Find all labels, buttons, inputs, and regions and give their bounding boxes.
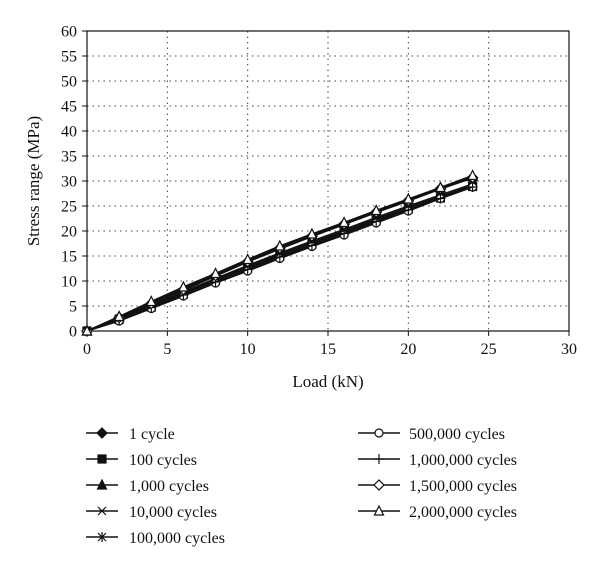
- y-tick-label: 60: [61, 24, 77, 41]
- data-point: [402, 192, 414, 204]
- data-point: [370, 204, 382, 216]
- y-tick-label: 0: [69, 324, 77, 341]
- y-axis-title: Stress range (MPa): [24, 116, 43, 246]
- x-tick-label: 15: [320, 341, 336, 358]
- series-9: [81, 169, 479, 336]
- x-tick-label: 20: [400, 341, 416, 358]
- y-tick-label: 40: [61, 124, 77, 141]
- data-point: [339, 228, 350, 239]
- data-point: [145, 295, 157, 307]
- grid-lines: [87, 31, 569, 331]
- data-point: [371, 216, 382, 227]
- legend-label: 1,000,000 cycles: [409, 452, 517, 469]
- data-point: [274, 239, 286, 251]
- x-tick-label: 30: [561, 341, 577, 358]
- data-point: [403, 205, 414, 215]
- legend-label: 2,000,000 cycles: [409, 504, 517, 521]
- y-tick-label: 25: [61, 199, 77, 216]
- x-tick-label: 0: [83, 341, 91, 358]
- legend-label: 100 cycles: [129, 452, 197, 469]
- legend-marker: [373, 479, 385, 491]
- legend-item: 1,500,000 cycles: [358, 478, 517, 495]
- y-tick-label: 5: [69, 299, 77, 316]
- legend-item: 1,000,000 cycles: [358, 452, 517, 469]
- x-axis-title: Load (kN): [292, 372, 363, 391]
- legend-marker: [374, 428, 384, 438]
- y-tick-label: 20: [61, 224, 77, 241]
- data-point: [306, 227, 318, 239]
- legend-item: 500,000 cycles: [358, 426, 505, 443]
- x-tick-label: 10: [240, 341, 256, 358]
- legend-marker: [373, 504, 385, 516]
- data-point: [306, 240, 317, 251]
- x-tick-label: 5: [163, 341, 171, 358]
- axis-ticks: 0 5 10 15 20 25 30 0 5 10 15 20 25 30 35 40 45 50 55 60: [61, 24, 577, 359]
- legend-marker: [97, 454, 107, 464]
- legend-label: 1,500,000 cycles: [409, 478, 517, 495]
- legend-label: 100,000 cycles: [129, 530, 225, 547]
- data-point: [210, 267, 222, 279]
- y-tick-label: 15: [61, 249, 77, 266]
- legend-marker: [97, 532, 107, 542]
- data-point: [338, 216, 350, 228]
- data-point: [177, 280, 189, 292]
- legend: 1 cycle 100 cycles 1,000 cycles 10,000 cycl…: [86, 426, 517, 547]
- y-tick-label: 35: [61, 149, 77, 166]
- y-tick-label: 55: [61, 49, 77, 66]
- series-lines: [81, 169, 479, 337]
- legend-marker: [96, 478, 108, 490]
- legend-marker: [374, 454, 384, 464]
- legend-item: 100 cycles: [86, 452, 197, 469]
- legend-item: 10,000 cycles: [86, 504, 217, 521]
- legend-label: 500,000 cycles: [409, 426, 505, 443]
- legend-label: 1 cycle: [129, 426, 175, 443]
- legend-item: 1,000 cycles: [86, 478, 209, 495]
- y-tick-label: 30: [61, 174, 77, 191]
- legend-label: 10,000 cycles: [129, 504, 217, 521]
- legend-item: 2,000,000 cycles: [358, 504, 517, 521]
- data-point: [467, 169, 479, 181]
- y-tick-label: 45: [61, 99, 77, 116]
- data-point: [435, 193, 446, 204]
- data-point: [242, 253, 254, 265]
- data-point: [434, 181, 446, 193]
- y-tick-label: 50: [61, 74, 77, 91]
- data-point: [113, 310, 125, 322]
- x-tick-label: 25: [481, 341, 497, 358]
- legend-label: 1,000 cycles: [129, 478, 209, 495]
- legend-item: 100,000 cycles: [86, 530, 225, 547]
- legend-marker: [97, 506, 107, 516]
- data-point: [81, 324, 93, 336]
- legend-marker: [96, 427, 108, 439]
- data-point: [467, 182, 478, 192]
- legend-item: 1 cycle: [86, 426, 175, 443]
- y-tick-label: 10: [61, 274, 77, 291]
